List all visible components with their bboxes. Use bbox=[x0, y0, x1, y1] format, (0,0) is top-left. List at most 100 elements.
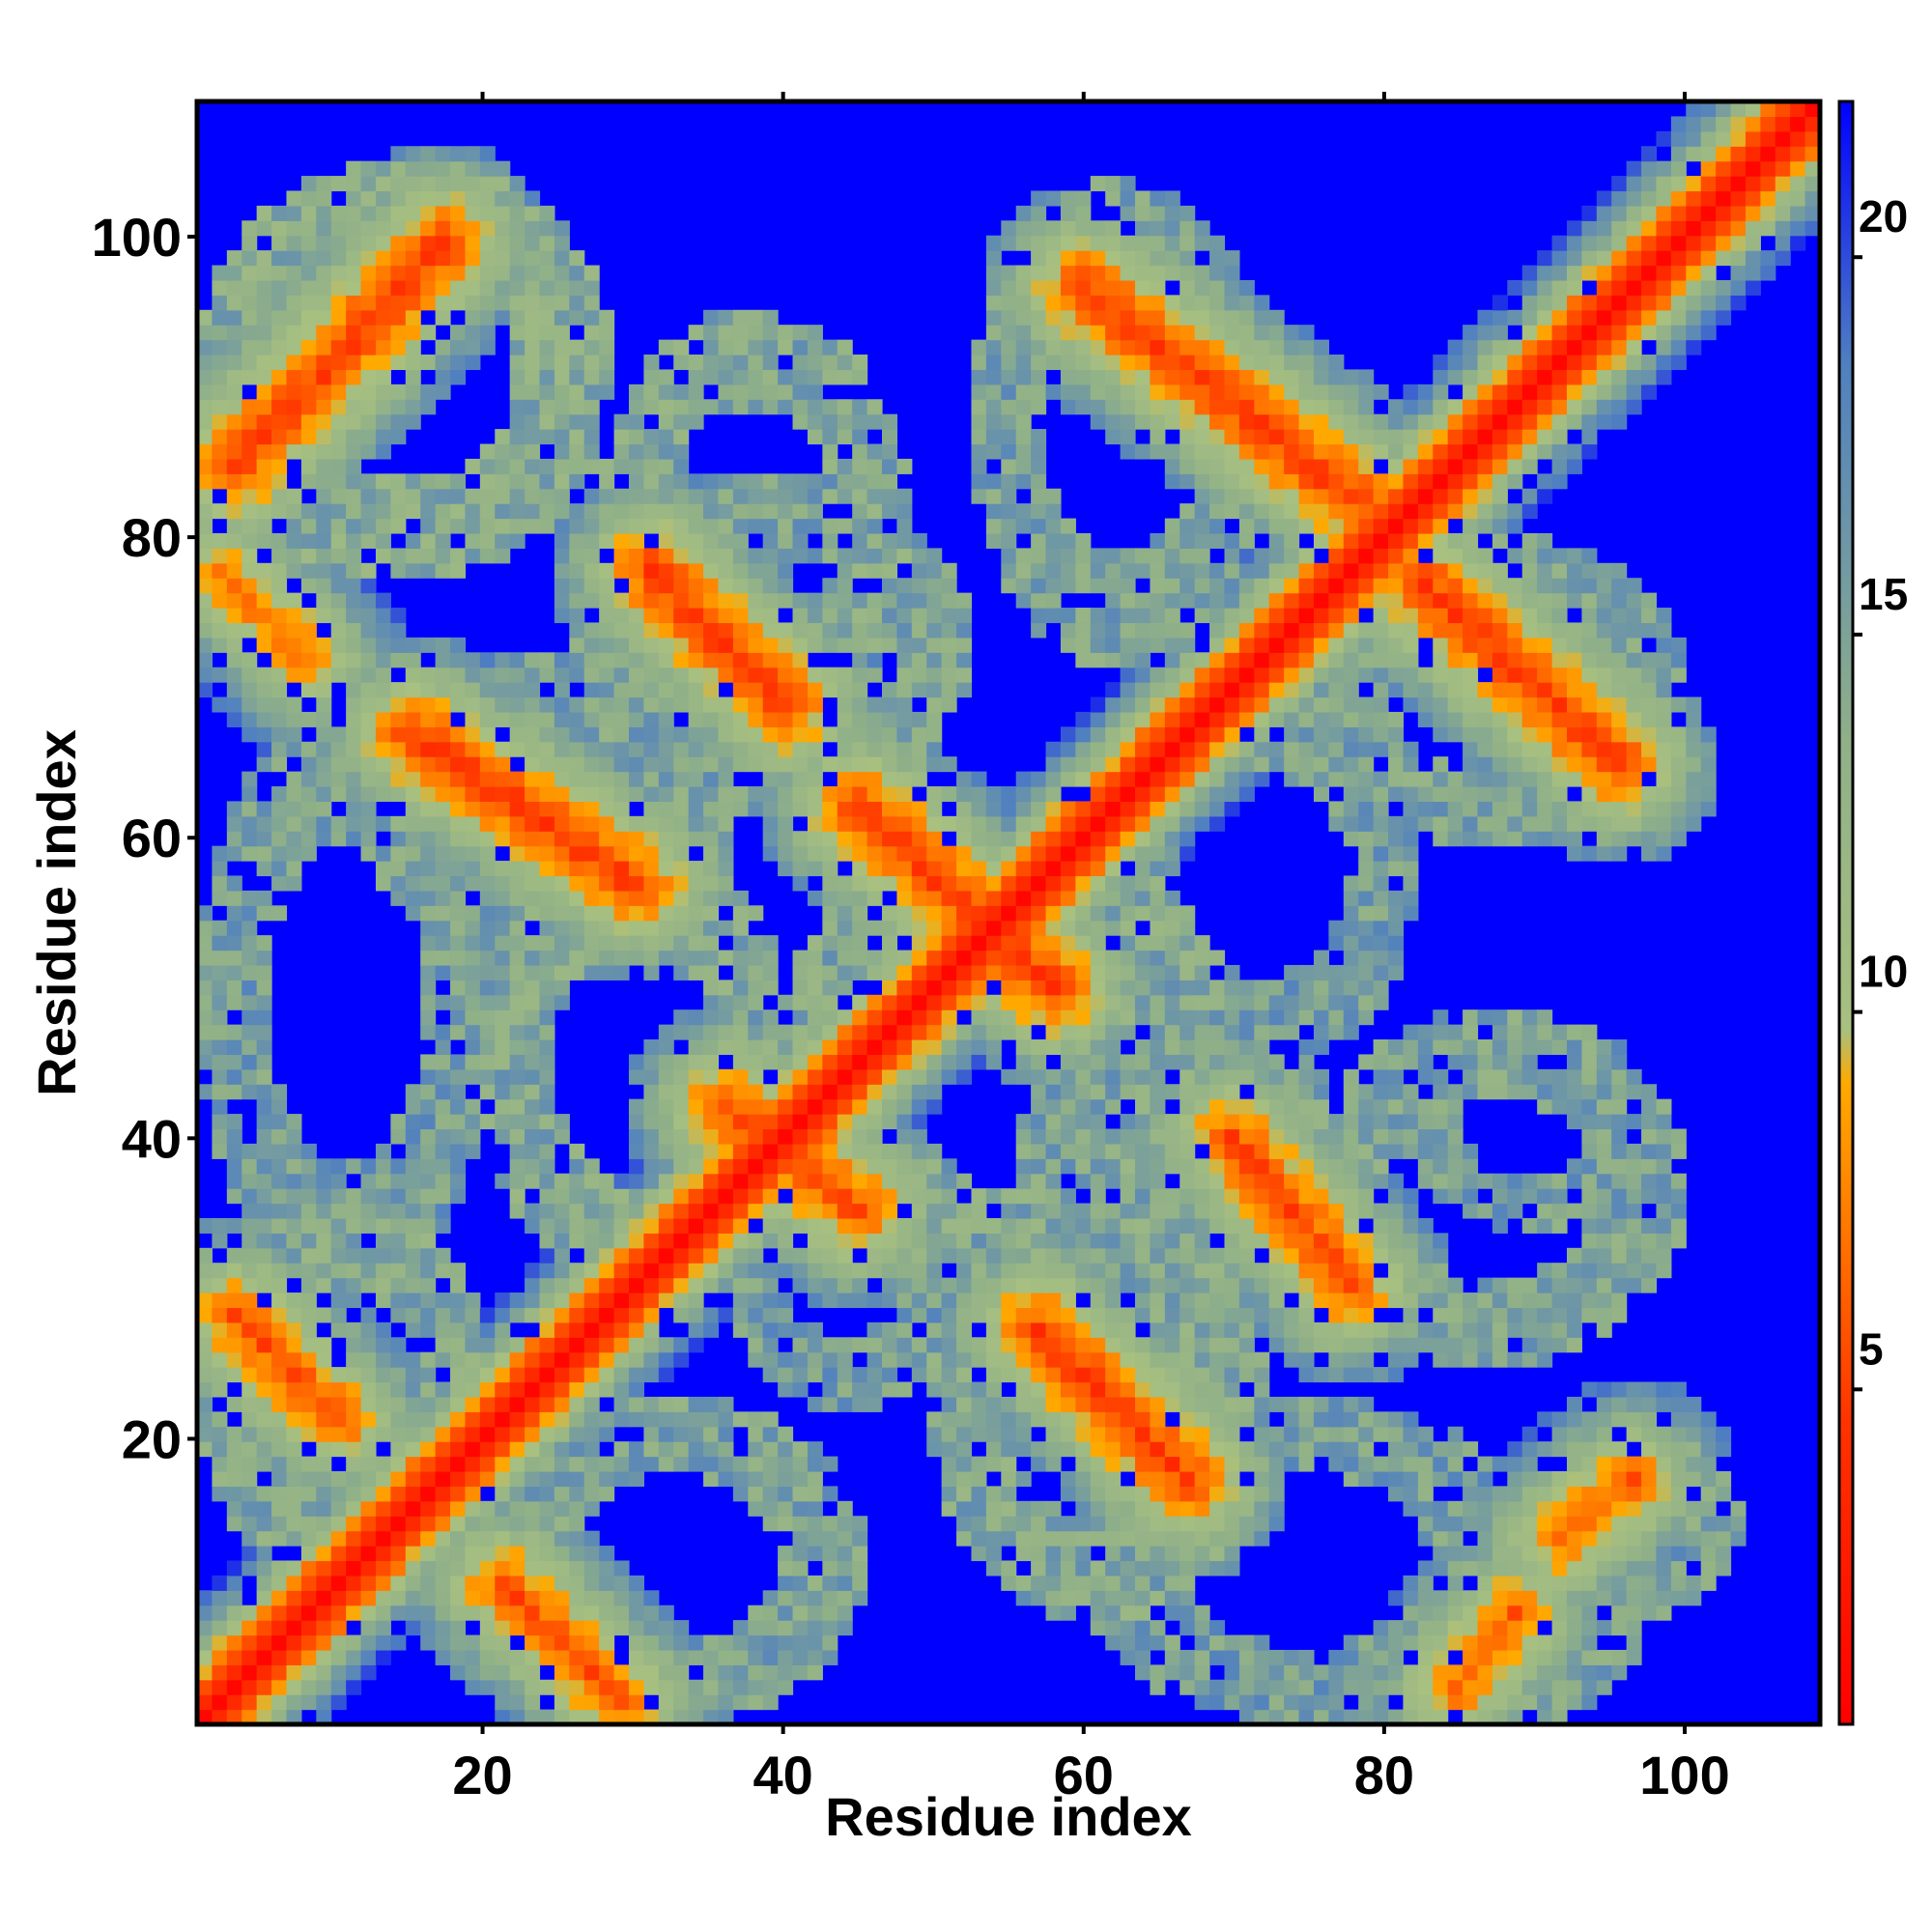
heatmap-cell bbox=[1209, 1114, 1226, 1130]
heatmap-cell bbox=[1328, 711, 1345, 727]
heatmap-cell bbox=[1045, 920, 1062, 936]
heatmap-cell bbox=[316, 1560, 332, 1577]
heatmap-cell bbox=[390, 1634, 407, 1651]
heatmap-cell bbox=[1477, 741, 1493, 757]
heatmap-cell bbox=[1403, 1203, 1419, 1219]
heatmap-cell bbox=[1596, 1158, 1612, 1175]
heatmap-cell bbox=[1254, 1381, 1270, 1398]
heatmap-cell bbox=[197, 1679, 213, 1695]
heatmap-cell bbox=[583, 861, 600, 877]
heatmap-cell bbox=[1135, 1009, 1151, 1026]
heatmap-cell bbox=[1268, 1441, 1285, 1458]
heatmap-cell bbox=[197, 1441, 213, 1458]
heatmap-cell bbox=[1358, 1173, 1375, 1189]
heatmap-cell bbox=[1670, 1128, 1687, 1145]
heatmap-cell bbox=[435, 815, 451, 832]
heatmap-cell bbox=[732, 1649, 749, 1665]
heatmap-cell bbox=[316, 771, 332, 787]
heatmap-cell bbox=[1313, 1293, 1329, 1309]
heatmap-cell bbox=[1626, 1188, 1642, 1205]
heatmap-cell bbox=[1492, 1620, 1508, 1636]
heatmap-cell bbox=[226, 1263, 242, 1279]
heatmap-cell bbox=[271, 1098, 288, 1115]
heatmap-cell bbox=[985, 815, 1002, 832]
heatmap-cell bbox=[599, 1233, 615, 1249]
heatmap-cell bbox=[1045, 1158, 1062, 1175]
heatmap-cell bbox=[1313, 1203, 1329, 1219]
heatmap-cell bbox=[956, 801, 973, 817]
heatmap-cell bbox=[197, 1649, 213, 1665]
heatmap-cell bbox=[1031, 861, 1047, 877]
heatmap-cell bbox=[197, 1664, 213, 1681]
heatmap-cell bbox=[1492, 1084, 1508, 1100]
heatmap-cell bbox=[405, 1441, 421, 1458]
heatmap-cell bbox=[1313, 994, 1329, 1010]
heatmap-cell bbox=[1194, 1203, 1210, 1219]
heatmap-cell bbox=[688, 890, 704, 906]
heatmap-cell bbox=[509, 1396, 526, 1412]
heatmap-cell bbox=[703, 950, 720, 966]
heatmap-cell bbox=[867, 861, 883, 877]
heatmap-cell bbox=[509, 890, 526, 906]
heatmap-cell bbox=[867, 1233, 883, 1249]
heatmap-cell bbox=[703, 964, 720, 980]
heatmap-cell bbox=[1551, 711, 1568, 727]
heatmap-cell bbox=[1268, 1217, 1285, 1234]
heatmap-cell bbox=[867, 1351, 883, 1368]
heatmap-cell bbox=[1433, 1114, 1449, 1130]
heatmap-cell bbox=[375, 815, 391, 832]
heatmap-cell bbox=[1209, 1321, 1226, 1338]
heatmap-cell bbox=[852, 1575, 868, 1591]
heatmap-cell bbox=[495, 1560, 511, 1577]
heatmap-cell bbox=[271, 756, 288, 773]
heatmap-cell bbox=[1641, 831, 1658, 847]
heatmap-cell bbox=[1551, 1024, 1568, 1040]
heatmap-cell bbox=[658, 1664, 674, 1681]
heatmap-cell bbox=[718, 1456, 734, 1472]
heatmap-cell bbox=[226, 1068, 242, 1085]
heatmap-cell bbox=[583, 1351, 600, 1368]
heatmap-cell bbox=[1521, 1068, 1538, 1085]
heatmap-cell bbox=[450, 935, 467, 952]
heatmap-cell bbox=[1433, 1158, 1449, 1175]
heatmap-cell bbox=[1328, 1158, 1345, 1175]
heatmap-cell bbox=[525, 1679, 541, 1695]
heatmap-cell bbox=[1179, 1247, 1196, 1264]
heatmap-cell bbox=[1328, 1293, 1345, 1309]
heatmap-cell bbox=[1150, 1247, 1166, 1264]
heatmap-cell bbox=[867, 950, 883, 966]
heatmap-cell bbox=[1447, 1590, 1463, 1606]
heatmap-cell bbox=[316, 815, 332, 832]
heatmap-cell bbox=[1537, 831, 1553, 847]
heatmap-cell bbox=[956, 1456, 973, 1472]
heatmap-cell bbox=[330, 831, 347, 847]
heatmap-cell bbox=[778, 1590, 794, 1606]
heatmap-cell bbox=[226, 696, 242, 713]
heatmap-cell bbox=[1551, 1620, 1568, 1636]
heatmap-cell bbox=[628, 1411, 644, 1428]
heatmap-cell bbox=[778, 1620, 794, 1636]
heatmap-cell bbox=[1581, 1233, 1598, 1249]
heatmap-cell bbox=[867, 1068, 883, 1085]
heatmap-cell bbox=[926, 861, 943, 877]
heatmap-cell bbox=[539, 845, 555, 862]
heatmap-cell bbox=[1031, 1441, 1047, 1458]
heatmap-cell bbox=[346, 831, 362, 847]
heatmap-cell bbox=[1209, 1620, 1226, 1636]
heatmap-cell bbox=[1373, 1709, 1389, 1725]
heatmap-cell bbox=[1433, 1321, 1449, 1338]
heatmap-cell bbox=[197, 1381, 213, 1398]
heatmap-cell bbox=[732, 1263, 749, 1279]
heatmap-cell bbox=[1001, 845, 1017, 862]
heatmap-cell bbox=[1135, 1114, 1151, 1130]
heatmap-cell bbox=[286, 861, 302, 877]
heatmap-cell bbox=[703, 1188, 720, 1205]
heatmap-cell bbox=[583, 1634, 600, 1651]
heatmap-cell bbox=[346, 1441, 362, 1458]
heatmap-cell bbox=[837, 1203, 853, 1219]
heatmap-cell bbox=[435, 1575, 451, 1591]
heatmap-cell bbox=[465, 1560, 481, 1577]
heatmap-cell bbox=[896, 711, 913, 727]
heatmap-cell bbox=[911, 1217, 927, 1234]
heatmap-cell bbox=[1120, 1590, 1136, 1606]
